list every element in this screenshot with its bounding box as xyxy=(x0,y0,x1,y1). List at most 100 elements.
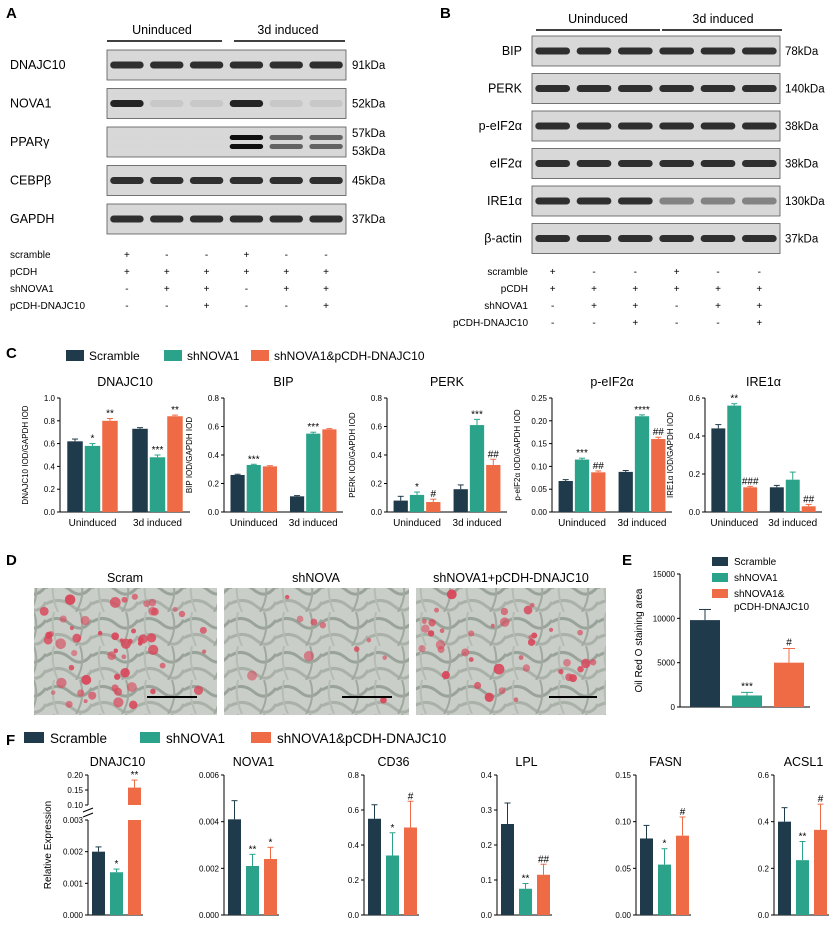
lipid-droplet xyxy=(193,685,204,695)
y-tick-label: 0.25 xyxy=(531,394,547,403)
lipid-droplet xyxy=(120,638,131,649)
blot-protein-label: CEBPβ xyxy=(10,174,51,188)
condition-sign: + xyxy=(715,284,721,295)
blot-band xyxy=(229,177,264,184)
lipid-droplet xyxy=(111,632,120,641)
x-tick-label: 3d induced xyxy=(289,518,338,529)
chart-title: DNAJC10 xyxy=(90,755,146,769)
x-tick-label: Uninduced xyxy=(710,518,758,529)
condition-sign: + xyxy=(124,250,130,261)
blot-kda-label: 53kDa xyxy=(352,146,386,158)
bar xyxy=(246,866,259,915)
blot-band xyxy=(150,100,184,107)
panel-b-header-uninduced: Uninduced xyxy=(568,12,628,26)
blot-band xyxy=(535,160,571,167)
y-tick-label: 0.2 xyxy=(44,485,56,494)
lipid-droplet xyxy=(81,674,92,685)
condition-sign: - xyxy=(165,301,168,312)
blot-membrane xyxy=(106,88,347,119)
blot-band xyxy=(576,160,612,167)
lipid-droplet xyxy=(581,658,591,669)
blot-kda-label: 45kDa xyxy=(352,176,386,188)
lipid-droplet xyxy=(577,629,583,636)
chart-title: BIP xyxy=(273,375,293,389)
blot-band xyxy=(535,85,571,92)
blot-row-GAPDH: GAPDH 37kDa xyxy=(10,203,386,235)
blot-row-BIP: BIP 78kDa xyxy=(502,35,819,67)
lipid-droplet xyxy=(178,610,186,618)
condition-label: pCDH xyxy=(10,267,37,278)
y-tick-label: 0.6 xyxy=(348,806,360,815)
f-legend-label-rescue: shNOVA1&pCDH-DNAJC10 xyxy=(277,731,446,746)
condition-sign: - xyxy=(205,250,208,261)
condition-sign: - xyxy=(125,284,128,295)
legend-swatch-rescue xyxy=(251,350,269,361)
bar xyxy=(469,425,485,512)
blot-protein-label: DNAJC10 xyxy=(10,58,66,72)
y-tick-label: 0.8 xyxy=(208,394,220,403)
condition-sign: - xyxy=(125,301,128,312)
y-tick-label: 0.2 xyxy=(689,470,701,479)
bar xyxy=(634,416,650,512)
lipid-droplet xyxy=(72,633,82,643)
condition-sign: + xyxy=(674,267,680,278)
bar xyxy=(393,500,408,512)
lipid-droplet xyxy=(126,682,137,692)
blot-band xyxy=(309,144,343,149)
bar xyxy=(591,472,606,512)
condition-sign: + xyxy=(283,267,289,278)
lipid-droplet xyxy=(366,637,372,643)
condition-label: shNOVA1 xyxy=(10,284,54,295)
condition-sign: + xyxy=(632,301,638,312)
y-tick-label: 0.4 xyxy=(689,432,701,441)
y-tick-label: 0.4 xyxy=(481,771,493,780)
significance-label: ** xyxy=(799,832,807,843)
blot-band xyxy=(617,160,653,167)
lipid-droplet xyxy=(284,594,290,600)
significance-label: ** xyxy=(131,770,139,781)
chart-title: CD36 xyxy=(378,755,410,769)
blot-band xyxy=(229,100,264,107)
blot-band xyxy=(741,235,777,242)
lipid-droplet xyxy=(131,593,138,600)
chart-ACSL1: ACSL1 0.0 0.2 0.4 0.6 ** # xyxy=(758,755,829,920)
blot-band xyxy=(110,61,144,69)
y-tick-label: 0.20 xyxy=(531,417,547,426)
bar xyxy=(102,420,118,512)
condition-sign: - xyxy=(245,301,248,312)
lipid-droplet xyxy=(468,657,474,663)
panel-e-label: E xyxy=(622,552,632,569)
lipid-droplet xyxy=(50,690,56,695)
e-legend-label-shnova1: shNOVA1 xyxy=(734,573,778,584)
f-legend-swatch-scramble xyxy=(24,732,44,743)
y-tick-label: 0.10 xyxy=(615,818,631,827)
significance-label: **** xyxy=(634,405,650,416)
lipid-droplet xyxy=(97,630,103,636)
bar xyxy=(110,872,123,915)
lipid-droplet xyxy=(59,615,67,623)
micrograph-scramble xyxy=(34,588,217,715)
lipid-droplet xyxy=(569,674,578,683)
bar xyxy=(640,838,653,915)
x-tick-label: 3d induced xyxy=(768,518,817,529)
blot-band xyxy=(659,197,695,205)
y-tick-label: 0.003 xyxy=(63,816,84,825)
bar xyxy=(651,439,666,512)
bar xyxy=(92,851,105,915)
chart-title: p-eIF2α xyxy=(590,375,633,389)
blot-band xyxy=(189,61,224,69)
lipid-droplet xyxy=(121,596,128,603)
condition-sign: - xyxy=(716,318,719,329)
y-axis-label: Oil Red O staining area xyxy=(634,588,645,692)
bar xyxy=(246,464,261,512)
bar xyxy=(537,874,550,915)
blot-band xyxy=(229,61,264,69)
blot-band xyxy=(576,197,612,205)
significance-label: * xyxy=(663,839,667,850)
bar xyxy=(743,487,758,512)
bar xyxy=(574,459,590,512)
blot-band xyxy=(309,177,343,184)
y-tick-label: 0.05 xyxy=(615,864,631,873)
blot-row-IRE1α: IRE1α 130kDa xyxy=(487,185,825,217)
condition-label: shNOVA1 xyxy=(484,301,528,312)
